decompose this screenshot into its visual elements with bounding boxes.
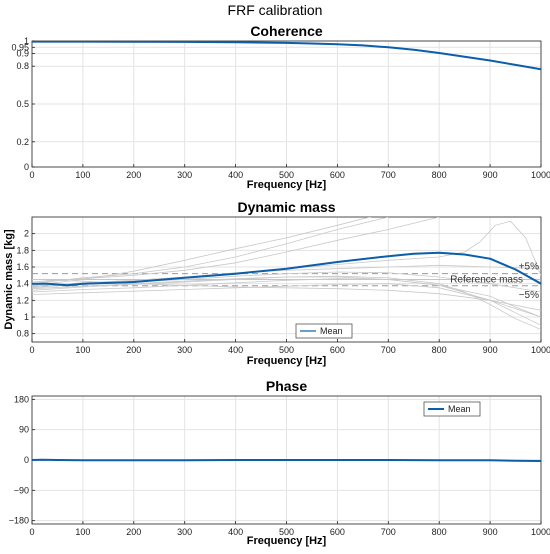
x-axis-label: Frequency [Hz] bbox=[247, 535, 327, 547]
x-axis-label: Frequency [Hz] bbox=[247, 355, 327, 367]
y-tick-label: 1.8 bbox=[16, 245, 29, 255]
x-tick-label: 1000 bbox=[531, 345, 550, 355]
chart-panel-2: 0 100 200 300 400 500 600 700 800 900 1000 0.8 1 1.2 1… bbox=[3, 199, 550, 367]
legend-box bbox=[423, 401, 481, 417]
x-tick-label: 500 bbox=[279, 170, 294, 180]
x-tick-label: 1000 bbox=[531, 170, 550, 180]
plot-content bbox=[32, 41, 541, 71]
x-axis-label: Frequency [Hz] bbox=[247, 179, 327, 191]
series-line-mean bbox=[32, 251, 541, 287]
measurement-line bbox=[32, 283, 541, 318]
x-tick-label: 900 bbox=[483, 170, 498, 180]
y-tick-label: 2 bbox=[24, 229, 29, 239]
x-tick-label: 700 bbox=[381, 527, 396, 537]
x-tick-label: 500 bbox=[279, 345, 294, 355]
chart-title: Dynamic mass bbox=[237, 199, 335, 215]
y-tick-label: 0.95 bbox=[11, 42, 29, 52]
reference-label: Reference mass bbox=[450, 275, 523, 286]
chart-title: Coherence bbox=[250, 23, 323, 39]
y-tick-label: 0.5 bbox=[16, 99, 29, 109]
y-tick-label: 0 bbox=[24, 455, 29, 465]
y-tick-label: 0.8 bbox=[16, 61, 29, 71]
y-tick-label: 0 bbox=[24, 162, 29, 172]
plot-content bbox=[32, 217, 541, 330]
y-tick-label: 0.9 bbox=[16, 49, 29, 59]
reference-upper-label: +5% bbox=[519, 262, 539, 273]
x-tick-label: 200 bbox=[126, 170, 141, 180]
measurement-line bbox=[32, 264, 541, 287]
legend: Mean bbox=[423, 401, 481, 417]
x-tick-label: 400 bbox=[228, 170, 243, 180]
y-tick-label: 1 bbox=[24, 36, 29, 46]
chart-title: Phase bbox=[266, 378, 307, 394]
x-tick-label: 1000 bbox=[531, 527, 550, 537]
chart-panel-3: 0 100 200 300 400 500 600 700 800 900 1000 −180 −90 0… bbox=[9, 378, 550, 547]
x-tick-label: 600 bbox=[330, 170, 345, 180]
x-tick-label: 0 bbox=[29, 345, 34, 355]
x-tick-label: 0 bbox=[29, 170, 34, 180]
x-tick-label: 200 bbox=[126, 527, 141, 537]
legend-box bbox=[295, 323, 353, 339]
x-tick-label: 100 bbox=[75, 527, 90, 537]
x-tick-label: 300 bbox=[177, 345, 192, 355]
reference-lower-label: −5% bbox=[519, 290, 539, 301]
y-tick-label: 0.8 bbox=[16, 329, 29, 339]
measurement-line bbox=[32, 217, 389, 285]
x-tick-label: 500 bbox=[279, 527, 294, 537]
y-axis-label: Dynamic mass [kg] bbox=[3, 229, 15, 330]
series-line-coherence bbox=[32, 41, 541, 71]
x-tick-label: 300 bbox=[177, 170, 192, 180]
legend-label: Mean bbox=[320, 326, 343, 336]
y-tick-label: 180 bbox=[14, 394, 29, 404]
y-tick-label: 1.2 bbox=[16, 295, 29, 305]
measurement-line bbox=[32, 217, 440, 283]
y-tick-label: −90 bbox=[14, 485, 29, 495]
figure-title: FRF calibration bbox=[227, 2, 323, 18]
x-tick-label: 700 bbox=[381, 345, 396, 355]
legend: Mean bbox=[295, 323, 353, 339]
x-tick-label: 800 bbox=[432, 527, 447, 537]
x-tick-label: 100 bbox=[75, 345, 90, 355]
chart-panel-1: 0 100 200 300 400 500 600 700 800 900 1000 0 0.2 0.5 0… bbox=[11, 23, 550, 191]
plot-content bbox=[32, 458, 541, 462]
x-tick-label: 100 bbox=[75, 170, 90, 180]
x-tick-label: 600 bbox=[330, 527, 345, 537]
measurement-line bbox=[32, 278, 541, 326]
y-tick-label: 1.4 bbox=[16, 279, 29, 289]
x-tick-label: 700 bbox=[381, 170, 396, 180]
x-tick-label: 400 bbox=[228, 527, 243, 537]
x-tick-label: 400 bbox=[228, 345, 243, 355]
measurement-line bbox=[32, 275, 541, 330]
x-tick-label: 600 bbox=[330, 345, 345, 355]
series-line-mean bbox=[32, 458, 541, 462]
x-tick-label: 0 bbox=[29, 527, 34, 537]
x-tick-label: 800 bbox=[432, 170, 447, 180]
legend-label: Mean bbox=[448, 404, 471, 414]
x-tick-label: 900 bbox=[483, 527, 498, 537]
x-tick-label: 800 bbox=[432, 345, 447, 355]
x-tick-label: 300 bbox=[177, 527, 192, 537]
x-tick-label: 900 bbox=[483, 345, 498, 355]
y-tick-label: 1.6 bbox=[16, 262, 29, 272]
y-tick-label: 90 bbox=[19, 425, 29, 435]
y-tick-label: 1 bbox=[24, 312, 29, 322]
y-tick-label: 0.2 bbox=[16, 137, 29, 147]
x-tick-label: 200 bbox=[126, 345, 141, 355]
y-tick-label: −180 bbox=[9, 516, 29, 526]
